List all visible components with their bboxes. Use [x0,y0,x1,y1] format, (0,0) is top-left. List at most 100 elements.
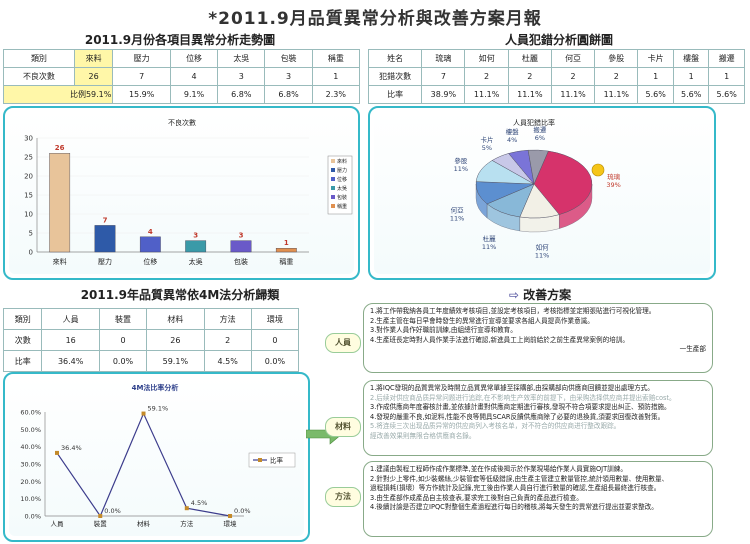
table-cell: 9.1% [169,85,219,104]
x-tick-label: 包裝 [234,257,248,266]
table-cell: 次數 [2,329,43,351]
plan-line: 1.將工作帶我納各員工年度績效考核項目,並設定考核項目，考核指標並定期張貼進行可… [370,307,656,315]
plan-section-title: ⇨ 改善方案 [508,288,572,302]
data-label: 3 [239,232,244,240]
bar [275,247,297,253]
table-row: 類別 來料 壓力 位移 太吳 包裝 稱重 [3,49,361,68]
table-cell: 2 [464,67,509,86]
table-cell: 11.1% [550,85,596,104]
pie-percent-label: 39% [606,181,620,189]
table-row: 次數 16 0 26 2 0 [2,329,300,351]
table-cell: 樓盤 [672,49,710,68]
table-row: 比率 36.4% 0.0% 59.1% 4.5% 0.0% [2,350,300,372]
pie-chart: 人員犯錯比率琉璃39%如何11%杜麗11%何亞11%參股11%卡片5%樓盤4%搬… [450,118,621,260]
pie-label: 如何 [536,243,550,252]
table-cell: 36.4% [41,350,100,372]
table-cell: 3 [264,67,313,86]
plan-line: 1.將IQC發現的品質異常及時開立品質異常單據至採購部,由採購部向供應商回饋並提… [370,384,654,392]
table-cell: 6.8% [217,85,266,104]
y-tick-label: 40.0% [20,443,41,451]
table-cell: 材料 [146,308,205,330]
table-cell: 5.6% [708,85,745,104]
table-cell: 0 [250,329,300,351]
person-section-title: 人員犯錯分析圓餅圖 [504,33,613,47]
pie-label: 樓盤 [506,127,520,136]
x-tick-label: 環境 [224,519,238,528]
plan-tag-person: 人員 [325,333,361,353]
plan-line: 2.針對少上零件,如少裝螺絲,少裝管套等低級錯誤,由生產主管建立數量管控,統計領… [370,474,669,483]
table-cell: 7 [421,67,466,86]
chart-title: 人員犯錯比率 [513,118,555,127]
bar [49,153,71,253]
table-cell: 犯錯次數 [367,67,423,86]
legend-label: 比率 [270,456,284,465]
table-cell: 太吳 [217,49,266,68]
bar-chart-frame: 不良次數 0 5 10 15 20 25 30 26 來料 7 壓力 4 位移 3 太吳 3 包裝 1 稱重 來料 壓力位… [9,112,354,274]
table-cell: 6.8% [264,85,313,104]
pie-chart-panel: 人員犯錯比率 琉璃 39% 如何 11% 杜麗 11% 何亞 11% 參股 11% 卡片 5% 樓盤 4% 搬… [368,106,716,280]
table-cell: 11.1% [507,85,552,104]
chart-title: 4M法比率分析 [132,383,179,392]
table-cell: 杜麗 [507,49,552,68]
legend-label: 來料 [337,158,347,165]
table-cell: 稱重 [311,49,361,68]
bar [230,240,252,253]
table-cell: 5.6% [637,85,674,104]
data-label: 4 [148,228,153,236]
m4-table: 類別 人員 裝置 材料 方法 環境 次數 16 0 26 2 0 比率 36.4… [2,308,300,372]
pie-percent-label: 4% [507,136,517,144]
bar-chart: 不良次數05101520253026來料7壓力4位移3太吳3包裝1稱重來料壓力位… [24,118,353,266]
plan-box-person: 1.將工作帶我納各員工年度績效考核項目,並設定考核項目，考核指標並定期張貼進行可… [363,303,713,373]
y-tick-label: 30 [24,135,33,143]
legend-box [248,452,296,468]
table-cell: 2 [507,67,552,86]
y-tick-label: 5 [29,230,33,238]
table-cell: 2.3% [311,85,361,104]
data-label: 4.5% [191,499,208,507]
legend-swatch [331,204,335,208]
table-cell: 人員 [41,308,100,330]
y-tick-label: 10.0% [20,495,41,503]
pie-percent-label: 6% [535,134,545,142]
pie-slice [527,149,549,185]
table-cell: 壓力 [112,49,171,68]
table-cell: 2 [203,329,252,351]
table-cell: 0.0% [250,350,300,372]
plan-line: 5.将连续三次出现品质异常的供应商列入考核名单，对不符合的供应商进行整改跟踪。 [370,422,621,430]
data-point [228,514,233,518]
y-tick-label: 25 [24,154,33,162]
table-cell: 38.9% [421,85,466,104]
bar [139,236,161,253]
legend-swatch [331,177,335,181]
pie-percent-label: 5% [482,144,492,152]
pie-label: 琉璃 [607,172,621,181]
table-cell: 比率 [2,350,43,372]
plan-tag-method: 方法 [325,487,361,507]
pie-label: 杜麗 [483,234,497,243]
x-tick-label: 方法 [180,519,194,528]
table-cell: 11.1% [594,85,639,104]
pie-label: 卡片 [480,135,493,144]
legend-label: 太吳 [337,185,347,192]
y-tick-label: 20.0% [20,478,41,486]
bar-chart-panel: 不良次數 0 5 10 15 20 25 30 26 來料 7 壓力 4 位移 3 太吳 3 包裝 1 稱重 來料 壓力位… [3,106,360,280]
data-point [98,514,103,518]
x-tick-label: 太吳 [189,257,203,266]
legend-swatch [331,195,335,199]
items-section-title: 2011.9月份各項目異常分析走勢圖 [84,33,276,47]
table-cell: 1 [311,67,361,86]
table-cell: 比率 [367,85,423,104]
legend-label: 稱重 [337,203,347,210]
table-cell: 2 [594,67,639,86]
plan-line: 1.建議由製程工程師作成作業標準,並在作成後揭示於作業現場給作業人員實施OJT訓… [370,465,627,473]
page-title: *2011.9月品質異常分析與改善方案月報 [208,9,542,29]
table-cell: 11.1% [464,85,509,104]
bar [94,225,116,253]
table-cell: 位移 [169,49,219,68]
table-cell: 包裝 [264,49,313,68]
table-cell: 16 [41,329,100,351]
table-cell: 比例59.1% [2,85,114,104]
legend-label: 壓力 [337,167,347,174]
data-point [141,411,146,416]
data-label: 59.1% [148,405,169,413]
